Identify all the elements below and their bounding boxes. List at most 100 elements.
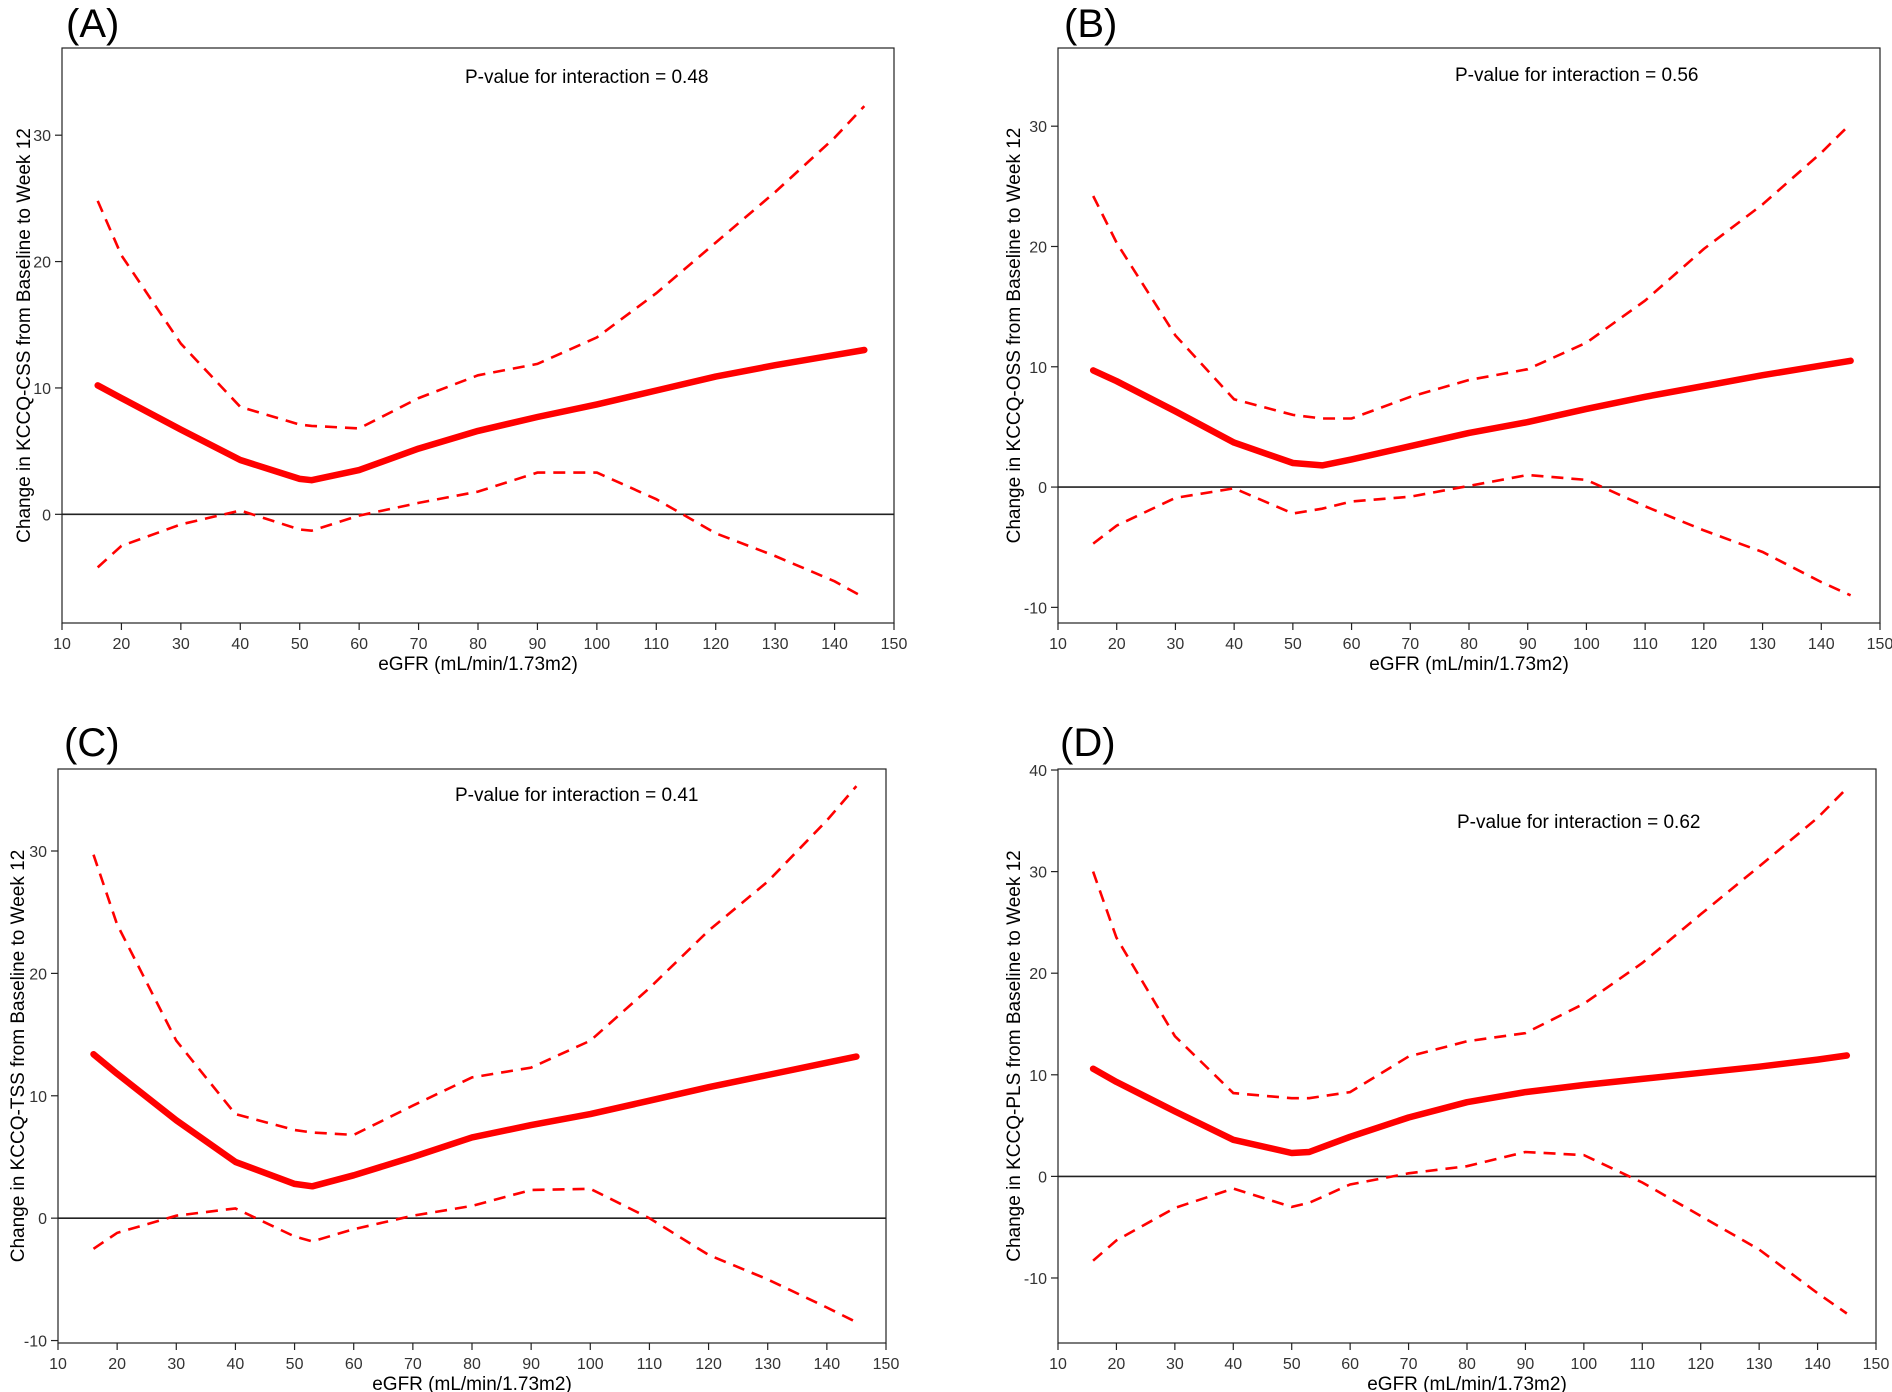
y-tick-label: 10 — [33, 381, 51, 398]
x-tick-label: 140 — [821, 636, 848, 653]
x-tick-label: 120 — [1687, 1356, 1714, 1373]
x-tick-label: 10 — [1049, 1356, 1067, 1373]
lower-ci-line — [96, 471, 865, 599]
x-tick-label: 140 — [1804, 1356, 1831, 1373]
y-tick-label: -10 — [1024, 1271, 1047, 1288]
y-tick-label: 30 — [1029, 119, 1047, 136]
x-tick-label: 90 — [1517, 1356, 1535, 1373]
p-value-annotation: P-value for interaction = 0.41 — [455, 785, 698, 806]
x-tick-label: 80 — [1458, 1356, 1476, 1373]
panel-c: 10 20 30 40 50 60 70 80 90 100 110 120 130 140 150 -10 0… — [8, 721, 899, 1392]
x-tick-label: 60 — [345, 1356, 363, 1373]
x-tick-label: 80 — [463, 1356, 481, 1373]
estimate-line — [94, 346, 868, 484]
x-tick-label: 20 — [113, 636, 131, 653]
y-tick-label: -10 — [24, 1334, 47, 1351]
lower-ci-line — [1092, 473, 1852, 597]
x-tick-label: 40 — [231, 636, 249, 653]
x-tick-label: 140 — [814, 1356, 841, 1373]
y-tick-label: 0 — [1038, 480, 1047, 497]
plot-frame — [1057, 47, 1881, 624]
y-axis-label: Change in KCCQ-PLS from Baseline to Week… — [1004, 850, 1025, 1262]
panel-letter: (D) — [1060, 721, 1116, 765]
x-tick-label: 150 — [873, 1356, 900, 1373]
y-tick-label: 30 — [1029, 865, 1047, 882]
x-tick-label: 60 — [1341, 1356, 1359, 1373]
y-tick-label: 30 — [29, 844, 47, 861]
x-tick-label: 90 — [1519, 636, 1537, 653]
x-tick-label: 110 — [637, 1356, 663, 1373]
p-value-annotation: P-value for interaction = 0.48 — [465, 67, 708, 88]
x-tick-label: 10 — [49, 1356, 67, 1373]
estimate-line — [1089, 357, 1854, 469]
x-tick-label: 30 — [1167, 636, 1185, 653]
estimate-line — [1089, 1052, 1851, 1157]
upper-ci-line — [1091, 787, 1848, 1100]
x-tick-label: 70 — [410, 636, 428, 653]
x-tick-label: 120 — [702, 636, 729, 653]
lower-ci-line — [92, 1187, 857, 1324]
x-tick-label: 140 — [1808, 636, 1835, 653]
panel-b: 10 20 30 40 50 60 70 80 90 100 110 120 130 140 150 -10 0… — [1004, 2, 1892, 675]
y-tick-label: 20 — [29, 966, 47, 983]
x-tick-label: 130 — [1746, 1356, 1773, 1373]
x-tick-label: 100 — [1571, 1356, 1598, 1373]
x-tick-label: 80 — [1460, 636, 1478, 653]
upper-ci-line — [96, 105, 866, 430]
x-tick-label: 80 — [469, 636, 487, 653]
x-axis-label: eGFR (mL/min/1.73m2) — [372, 1374, 572, 1392]
p-value-annotation: P-value for interaction = 0.56 — [1455, 65, 1698, 86]
x-tick-label: 70 — [1400, 1356, 1418, 1373]
panel-letter: (B) — [1064, 2, 1117, 46]
y-tick-label: 10 — [29, 1089, 47, 1106]
x-tick-label: 90 — [529, 636, 547, 653]
y-tick-label: 40 — [1029, 763, 1047, 780]
x-tick-label: 150 — [881, 636, 908, 653]
x-tick-label: 10 — [53, 636, 71, 653]
x-tick-label: 90 — [522, 1356, 540, 1373]
x-tick-label: 120 — [1691, 636, 1718, 653]
x-tick-label: 110 — [644, 636, 670, 653]
x-tick-label: 60 — [350, 636, 368, 653]
y-tick-label: 0 — [42, 507, 51, 524]
y-tick-label: 20 — [33, 255, 51, 272]
x-tick-label: 20 — [1108, 1356, 1126, 1373]
panel-letter: (C) — [64, 721, 120, 765]
x-tick-label: 40 — [227, 1356, 245, 1373]
x-tick-label: 150 — [1867, 636, 1892, 653]
x-tick-label: 120 — [695, 1356, 722, 1373]
x-tick-label: 130 — [1749, 636, 1776, 653]
p-value-annotation: P-value for interaction = 0.62 — [1457, 812, 1700, 833]
y-axis-label: Change in KCCQ-TSS from Baseline to Week… — [8, 850, 29, 1263]
x-tick-label: 50 — [291, 636, 309, 653]
x-tick-label: 30 — [167, 1356, 185, 1373]
x-tick-label: 100 — [1573, 636, 1600, 653]
x-tick-label: 30 — [172, 636, 190, 653]
y-tick-label: 20 — [1029, 966, 1047, 983]
y-tick-label: 30 — [33, 128, 51, 145]
x-tick-label: 70 — [404, 1356, 422, 1373]
x-tick-label: 30 — [1166, 1356, 1184, 1373]
y-tick-label: 10 — [1029, 360, 1047, 377]
y-tick-label: 0 — [1038, 1169, 1047, 1186]
x-tick-label: 100 — [584, 636, 611, 653]
x-tick-label: 20 — [108, 1356, 126, 1373]
y-tick-label: 0 — [38, 1211, 47, 1228]
upper-ci-line — [1092, 122, 1852, 420]
estimate-line — [90, 1050, 860, 1190]
x-tick-label: 50 — [1283, 1356, 1301, 1373]
x-tick-label: 50 — [1284, 636, 1302, 653]
x-tick-label: 40 — [1225, 636, 1243, 653]
panel-d: 10 20 30 40 50 60 70 80 90 100 110 120 130 140 150 -10 0… — [1004, 721, 1889, 1392]
x-tick-label: 20 — [1108, 636, 1126, 653]
panel-a: 10 20 30 40 50 60 70 80 90 100 110 120 130 140 150 0 10 2… — [14, 2, 907, 675]
x-tick-label: 130 — [754, 1356, 781, 1373]
x-tick-label: 150 — [1863, 1356, 1890, 1373]
upper-ci-line — [92, 785, 858, 1137]
y-axis-label: Change in KCCQ-CSS from Baseline to Week… — [14, 128, 35, 543]
x-tick-label: 70 — [1401, 636, 1419, 653]
x-tick-label: 50 — [286, 1356, 304, 1373]
x-tick-label: 100 — [577, 1356, 604, 1373]
x-tick-label: 60 — [1343, 636, 1361, 653]
